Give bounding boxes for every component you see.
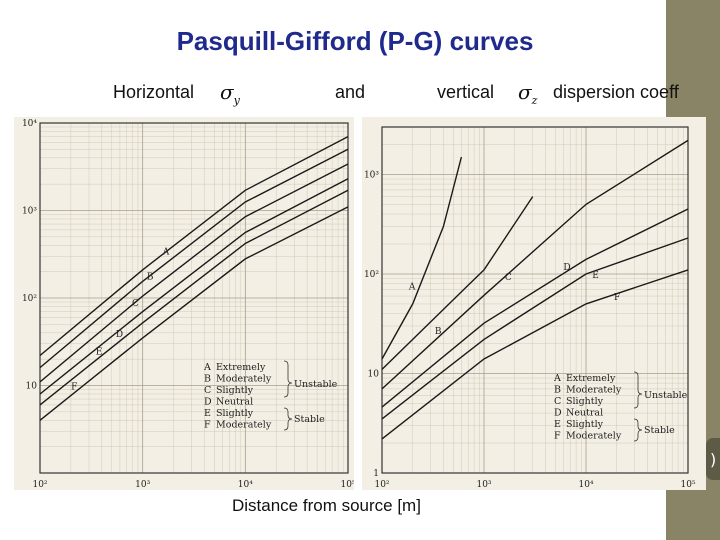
x-tick-label: 10⁴ — [238, 480, 253, 490]
y-tick-label: 10² — [22, 294, 37, 304]
legend-letter: B — [204, 374, 211, 385]
legend-text: Neutral — [216, 397, 253, 408]
legend-text: Moderately — [216, 420, 272, 431]
series-label-a: A — [162, 247, 170, 257]
series-label-c: C — [505, 273, 512, 283]
sigma-z-letter: σ — [518, 80, 532, 104]
y-tick-label: 10² — [364, 270, 379, 280]
series-curve-b — [39, 148, 349, 369]
subtitle-tail: dispersion coeff — [553, 82, 679, 102]
legend-text: Moderately — [566, 385, 622, 396]
series-label-c: C — [132, 299, 139, 309]
legend-letter: D — [554, 408, 562, 419]
series-curve-f — [39, 206, 349, 421]
legend-text: Slightly — [566, 396, 604, 407]
series-curve-e — [39, 189, 349, 406]
x-tick-label: 10⁵ — [340, 480, 354, 490]
legend-brace-stable — [283, 407, 293, 431]
legend-letter: D — [204, 397, 212, 408]
legend-brace-unstable — [633, 371, 643, 409]
series-curve-c — [381, 139, 689, 390]
legend-text: Moderately — [216, 374, 272, 385]
series-label-e: E — [96, 348, 103, 358]
legend-letter: F — [204, 420, 211, 431]
legend-letter: B — [554, 385, 561, 396]
legend-group-stable: Stable — [644, 425, 675, 436]
y-tick-label: 10 — [26, 382, 38, 392]
x-tick-label: 10² — [374, 480, 389, 490]
x-axis-label: Distance from source [m] — [232, 496, 421, 515]
y-tick-label: 10 — [368, 369, 380, 379]
series-label-f: F — [71, 383, 77, 393]
series-curve-d — [381, 208, 689, 408]
legend-text: Slightly — [216, 385, 254, 396]
plot-frame — [381, 126, 689, 474]
series-label-a: A — [408, 282, 416, 292]
legend-letter: C — [554, 396, 561, 407]
sigma-y-letter: σ — [220, 80, 234, 104]
sigma-z-symbol: σz — [518, 80, 537, 107]
subtitle-horizontal: Horizontal — [113, 82, 195, 102]
legend-letter: E — [204, 408, 211, 419]
series-curve-a — [381, 156, 463, 360]
sigma-z-subscript: z — [531, 94, 538, 107]
y-tick-label: 1 — [373, 469, 379, 479]
slide-nav-tab[interactable]: ) — [706, 438, 720, 480]
chart-paper — [14, 117, 354, 490]
series-label-d: D — [563, 263, 570, 273]
series-label-e: E — [592, 271, 599, 281]
legend-letter: E — [554, 419, 561, 430]
y-tick-label: 10⁴ — [22, 119, 37, 129]
legend-text: Neutral — [566, 408, 603, 419]
series-label-d: D — [116, 330, 123, 340]
legend-brace-unstable — [283, 360, 293, 398]
legend-letter: A — [203, 362, 211, 373]
legend-text: Extremely — [566, 373, 616, 384]
legend-group-unstable: Unstable — [644, 390, 688, 401]
legend-letter: F — [554, 431, 561, 442]
plot-frame — [39, 122, 349, 474]
legend-text: Slightly — [566, 419, 604, 430]
legend-brace-stable — [633, 418, 643, 442]
legend-text: Extremely — [216, 362, 266, 373]
x-tick-label: 10⁵ — [680, 480, 695, 490]
bracket-icon: ) — [710, 450, 717, 469]
series-curve-d — [39, 178, 349, 395]
legend-group-stable: Stable — [294, 414, 325, 425]
y-tick-label: 10³ — [364, 170, 379, 180]
legend-letter: C — [204, 385, 211, 396]
series-label-b: B — [147, 273, 154, 283]
series-label-f: F — [614, 293, 620, 303]
x-tick-label: 10² — [32, 480, 47, 490]
x-tick-label: 10³ — [135, 480, 150, 490]
series-curve-b — [381, 196, 534, 370]
series-label-b: B — [435, 327, 442, 337]
legend-group-unstable: Unstable — [294, 379, 338, 390]
y-tick-label: 10³ — [22, 207, 37, 217]
series-curve-c — [39, 163, 349, 383]
x-tick-label: 10⁴ — [578, 480, 593, 490]
legend-letter: A — [553, 373, 561, 384]
series-curve-f — [381, 269, 689, 440]
subtitle-vertical: vertical — [437, 82, 495, 102]
sigma-y-subscript: y — [233, 94, 240, 107]
series-curve-e — [381, 237, 689, 420]
subtitle-and: and — [335, 82, 366, 102]
legend-text: Slightly — [216, 408, 254, 419]
series-curve-a — [39, 135, 349, 357]
slide-title: Pasquill-Gifford (P-G) curves — [176, 26, 534, 56]
sigma-y-symbol: σy — [220, 80, 240, 107]
x-tick-label: 10³ — [476, 480, 491, 490]
legend-text: Moderately — [566, 431, 622, 442]
